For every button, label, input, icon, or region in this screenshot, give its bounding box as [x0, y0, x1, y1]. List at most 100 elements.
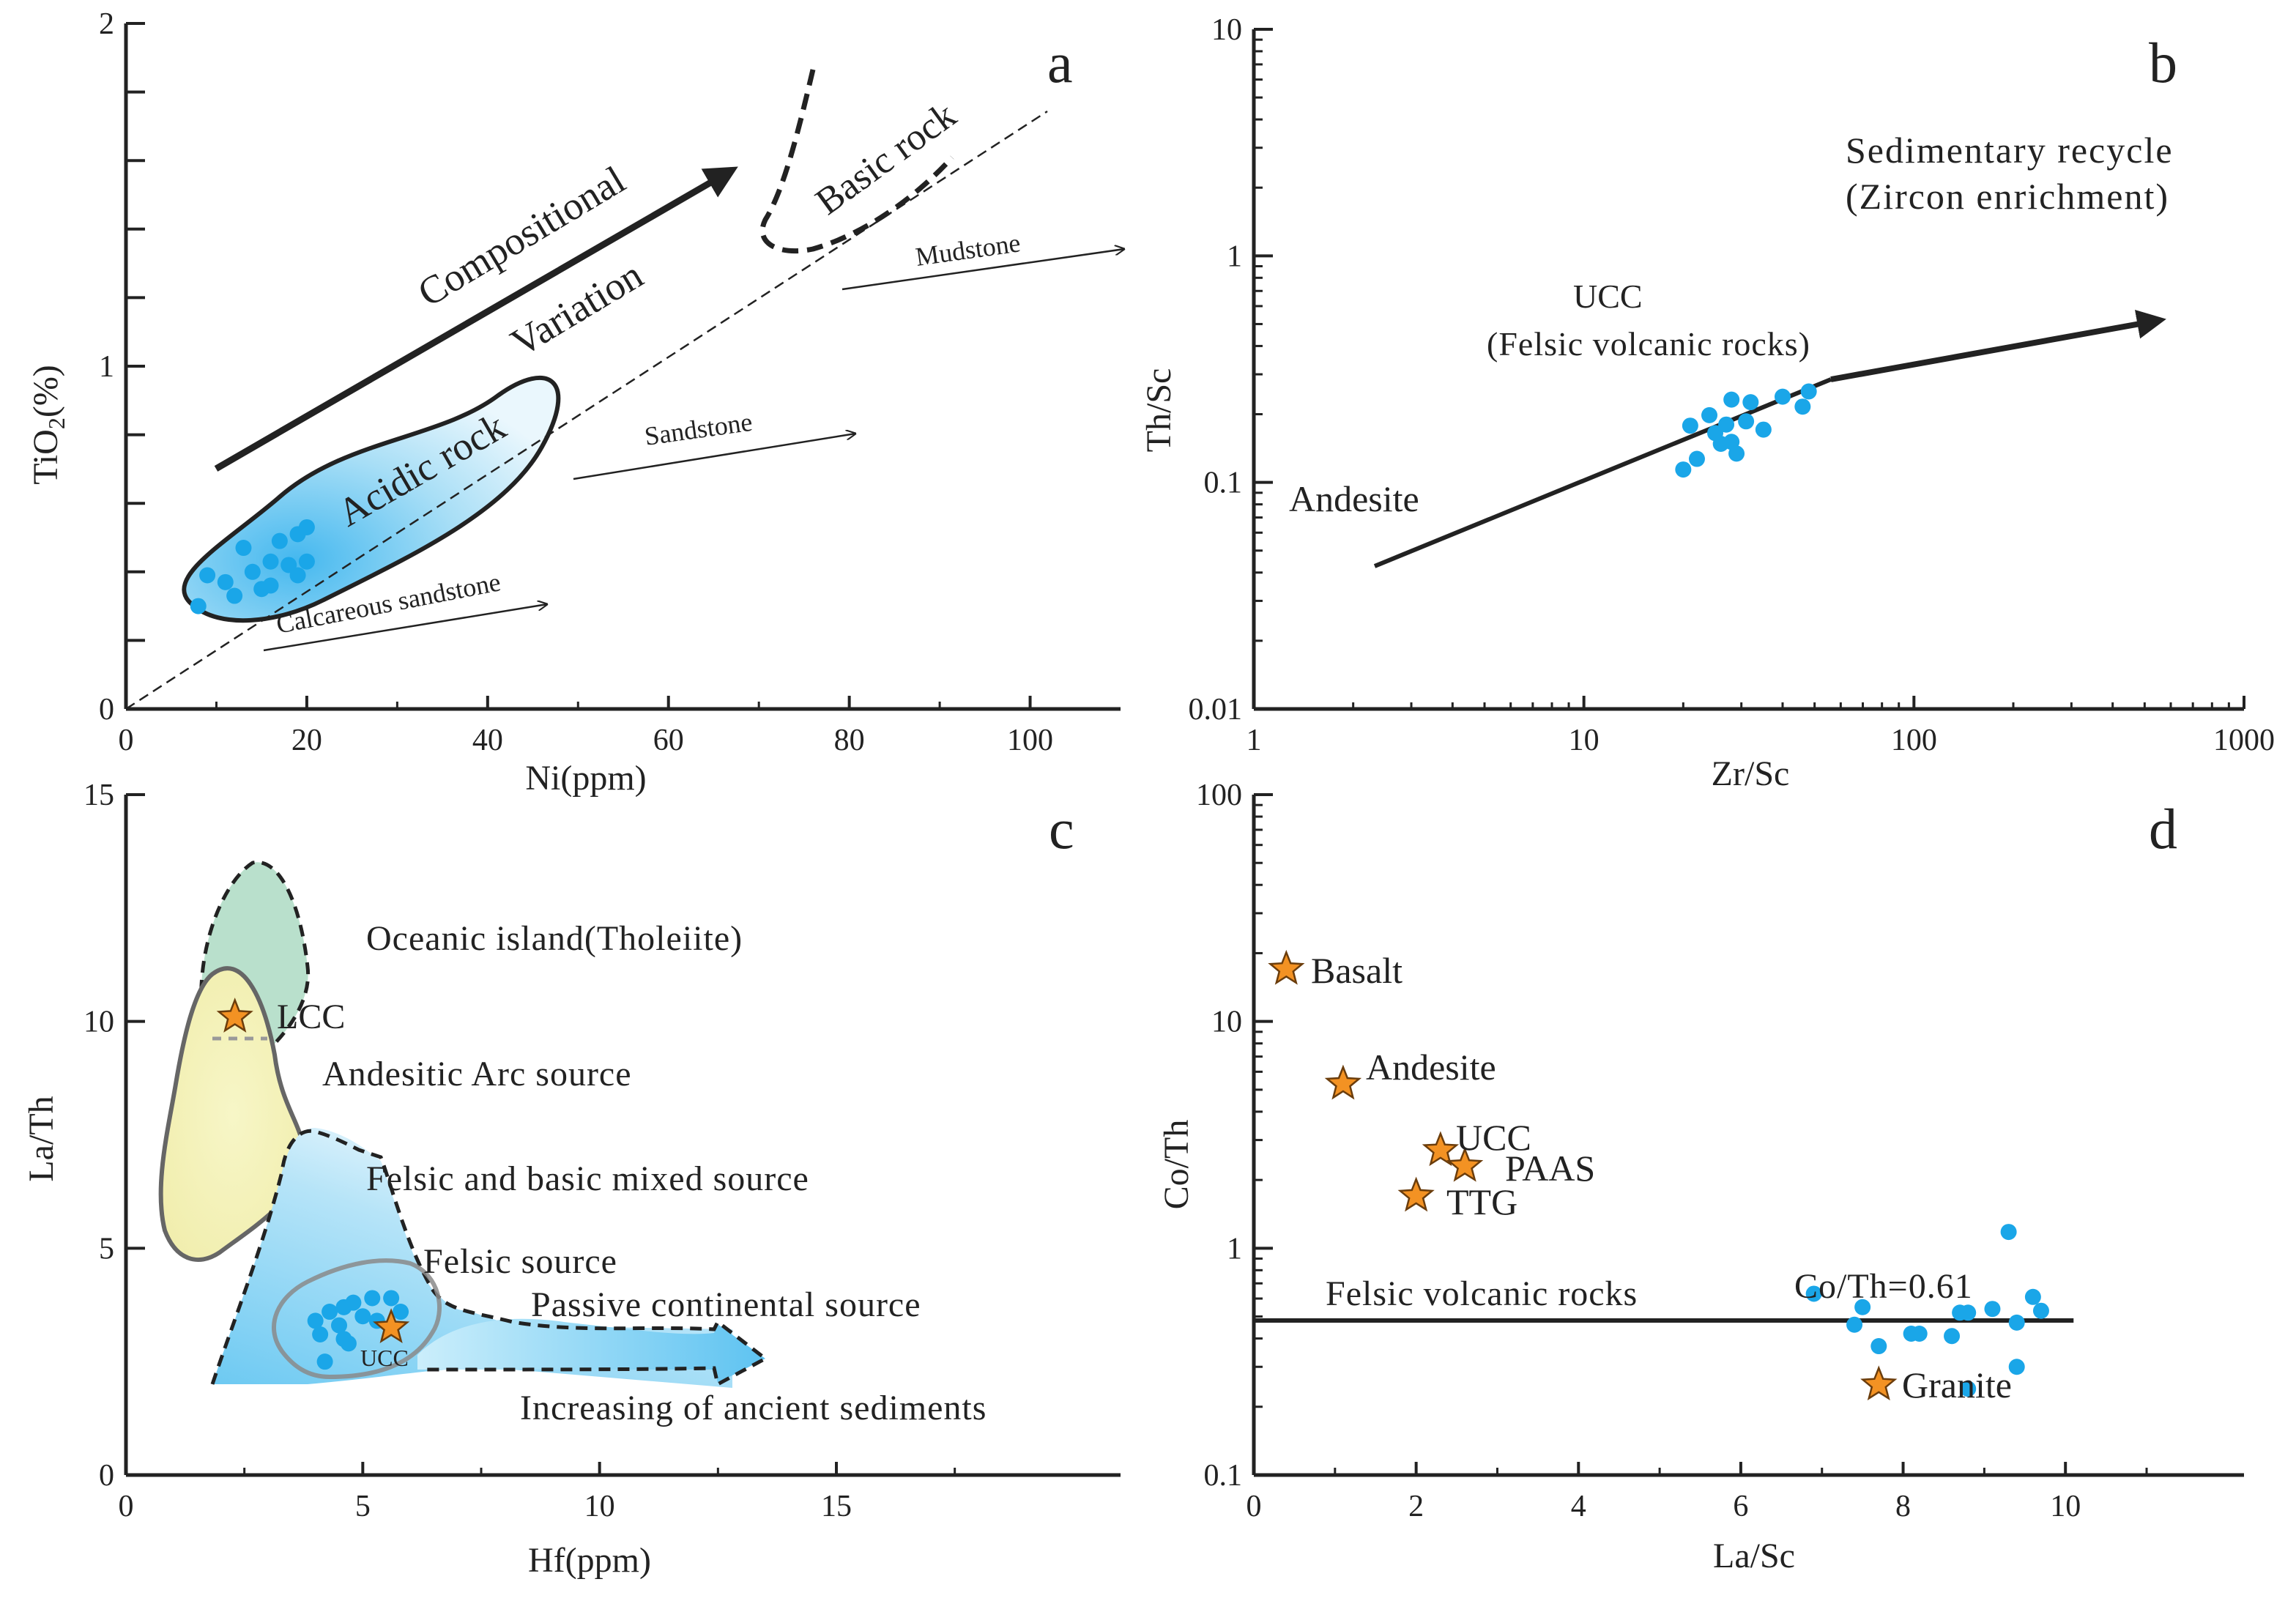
x-tick-label: 100 — [1891, 724, 1937, 757]
sample-point — [2024, 1288, 2041, 1305]
y-tick-label: 0.1 — [1204, 467, 1243, 500]
diagonal-reference-line — [125, 110, 1048, 710]
sample-point — [1960, 1304, 1977, 1321]
coth-label: Co/Th=0.61 — [1794, 1267, 1973, 1306]
x-tick-label: 0 — [119, 724, 134, 757]
sample-point — [1682, 417, 1698, 434]
panel-c-points — [216, 998, 410, 1370]
increasing-ancient-sediments-label: Increasing of ancient sediments — [520, 1389, 987, 1427]
sample-point — [1723, 391, 1740, 408]
sample-point — [1755, 421, 1772, 438]
sample-point — [364, 1290, 381, 1307]
andesite-label: Andesite — [1289, 478, 1419, 519]
andesitic-arc-zone — [158, 966, 307, 1262]
x-tick-label: 20 — [291, 724, 322, 757]
sample-point — [393, 1304, 409, 1320]
andesite-label: Andesite — [1366, 1047, 1496, 1088]
sample-point — [1960, 1381, 1977, 1397]
sample-point — [1854, 1299, 1871, 1315]
y-tick-label: 5 — [99, 1232, 114, 1266]
ucc-label: UCC — [360, 1345, 409, 1371]
compositional-variation-arrow — [214, 166, 738, 472]
x-tick-label: 40 — [472, 724, 503, 757]
sample-point — [1911, 1326, 1928, 1342]
panel-a-ylabel-main: TiO — [26, 429, 65, 485]
panel-a-letter: a — [1047, 31, 1073, 94]
y-tick-label: 10 — [83, 1006, 114, 1039]
x-tick-label: 10 — [584, 1490, 615, 1523]
star-marker-ucc — [1422, 1131, 1460, 1167]
mudstone-arrow — [842, 249, 1124, 291]
sample-point — [298, 519, 315, 535]
sample-point — [2032, 1302, 2049, 1319]
basic-rock-label: Basic rock — [809, 94, 964, 223]
panel-d-letter: d — [2149, 797, 2177, 861]
felsic-source-zone — [272, 1258, 442, 1380]
x-tick-label: 5 — [355, 1490, 371, 1523]
y-tick-label: 15 — [83, 779, 114, 812]
sample-point — [1846, 1316, 1863, 1333]
star-marker-paas — [1446, 1146, 1484, 1182]
sample-point — [1984, 1301, 2001, 1318]
sample-point — [190, 598, 207, 614]
sample-point — [289, 567, 306, 584]
y-tick-label: 10 — [1211, 1006, 1242, 1039]
felsic-source-label: Felsic source — [423, 1242, 617, 1281]
y-tick-label: 100 — [1196, 779, 1242, 812]
sample-point — [1944, 1328, 1961, 1345]
zircon-enrichment-label: (Zircon enrichment) — [1846, 176, 2169, 217]
sample-point — [1805, 1285, 1822, 1302]
panel-c-annotations: Oceanic island(Tholeiite) LCC Andesitic … — [22, 797, 1074, 1580]
y-tick-label: 10 — [1211, 13, 1242, 47]
felsic-volcanic-label: (Felsic volcanic rocks) — [1487, 325, 1810, 363]
sample-point — [235, 540, 252, 557]
star-marker-basalt — [1268, 949, 1305, 985]
panel-d-xlabel: La/Sc — [1713, 1537, 1795, 1575]
panel-b-ylabel: Th/Sc — [1140, 368, 1178, 453]
star-marker-ttg — [1397, 1176, 1435, 1212]
panel-c-xlabel: Hf(ppm) — [528, 1541, 651, 1580]
basic-rock-boundary — [759, 69, 954, 254]
granite-label: Granite — [1902, 1364, 2012, 1405]
panel-a-xlabel: Ni(ppm) — [525, 759, 646, 798]
andesite-ucc-trend-line — [1373, 377, 1832, 568]
sample-point — [1718, 416, 1735, 433]
x-tick-label: 2 — [1408, 1490, 1424, 1523]
sample-point — [271, 532, 288, 549]
x-tick-label: 8 — [1895, 1490, 1911, 1523]
sample-point — [1738, 413, 1755, 430]
sample-point — [1742, 394, 1759, 411]
panel-d-axes: 0 2 4 6 8 10 0.1 1 10 100 — [1196, 779, 2244, 1523]
x-tick-label: 0 — [119, 1490, 134, 1523]
x-tick-label: 60 — [653, 724, 684, 757]
panel-d: 0 2 4 6 8 10 0.1 1 10 100 Basalt Andesite UCC PAA… — [1157, 779, 2244, 1575]
sample-point — [1794, 398, 1811, 415]
sample-point — [312, 1326, 329, 1343]
y-tick-label: 0 — [99, 1459, 114, 1493]
ucc-label: UCC — [1456, 1117, 1531, 1158]
y-tick-label: 1 — [1227, 1232, 1242, 1266]
lcc-label: LCC — [277, 998, 345, 1036]
panel-a-ylabel: TiO2(%) — [26, 365, 70, 485]
sample-point — [2008, 1314, 2025, 1331]
sample-point — [199, 567, 216, 584]
panel-a-ylabel-tail: (%) — [26, 365, 65, 417]
felsic-basic-mixed-label: Felsic and basic mixed source — [366, 1159, 809, 1198]
panel-b-axes: 1 10 100 1000 0.01 0.1 1 10 — [1189, 13, 2275, 757]
sample-point — [322, 1304, 338, 1320]
x-tick-label: 0 — [1247, 1490, 1262, 1523]
ucc-label: UCC — [1573, 278, 1643, 315]
sample-point — [1675, 461, 1692, 478]
sample-point — [1870, 1338, 1887, 1355]
sample-point — [244, 563, 261, 580]
sandstone-arrow — [573, 434, 855, 480]
y-tick-label: 0.01 — [1189, 693, 1243, 727]
star-marker-lcc — [216, 998, 253, 1033]
panel-a-axes: 0 20 40 60 80 100 0 1 2 — [99, 7, 1121, 757]
sample-point — [298, 553, 315, 570]
y-tick-label: 1 — [1227, 239, 1242, 273]
panel-c-ylabel: La/Th — [22, 1096, 61, 1181]
panel-d-points — [1268, 949, 2049, 1401]
sample-point — [331, 1317, 347, 1334]
felsic-source-outer-boundary — [210, 1129, 769, 1387]
